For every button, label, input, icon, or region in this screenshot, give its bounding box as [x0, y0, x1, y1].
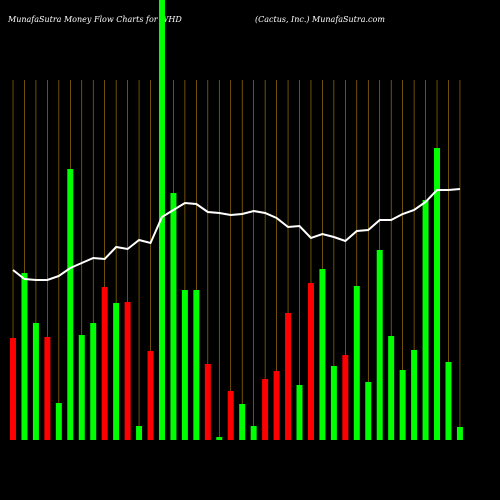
- bar: [136, 426, 143, 440]
- bar: [101, 287, 108, 440]
- bar: [285, 313, 292, 440]
- bar: [181, 290, 188, 440]
- bar: [365, 382, 372, 440]
- bar: [330, 366, 337, 440]
- bar: [227, 391, 234, 440]
- chart-subtitle: (Cactus, Inc.) MunafaSutra.com: [255, 15, 385, 24]
- bar: [422, 200, 429, 440]
- bar: [90, 323, 97, 440]
- bar: [342, 355, 349, 440]
- bar: [113, 303, 120, 440]
- chart-title: MunafaSutra Money Flow Charts for WHD: [7, 15, 182, 24]
- money-flow-line: [12, 188, 461, 281]
- bar: [273, 371, 280, 440]
- bar: [307, 283, 314, 440]
- bar: [170, 193, 177, 440]
- bar: [296, 385, 303, 440]
- bar: [456, 427, 463, 440]
- bar: [216, 437, 223, 440]
- bar: [10, 338, 16, 440]
- bar: [399, 370, 406, 440]
- bar: [158, 0, 165, 440]
- bar: [411, 350, 418, 440]
- bar: [21, 273, 28, 440]
- bar: [193, 290, 200, 440]
- bar: [32, 323, 39, 440]
- bar: [239, 404, 246, 440]
- bar: [67, 169, 74, 440]
- bar: [55, 403, 62, 440]
- bar: [262, 379, 269, 440]
- bar: [353, 286, 360, 440]
- bar: [445, 362, 452, 440]
- bar: [204, 364, 211, 440]
- bar: [44, 337, 51, 440]
- bar: [78, 335, 85, 440]
- bar: [319, 269, 326, 440]
- bar: [434, 148, 441, 440]
- bar: [388, 336, 395, 440]
- bar: [250, 426, 257, 440]
- bar: [124, 302, 131, 440]
- bar: [147, 351, 154, 440]
- bar: [376, 250, 383, 440]
